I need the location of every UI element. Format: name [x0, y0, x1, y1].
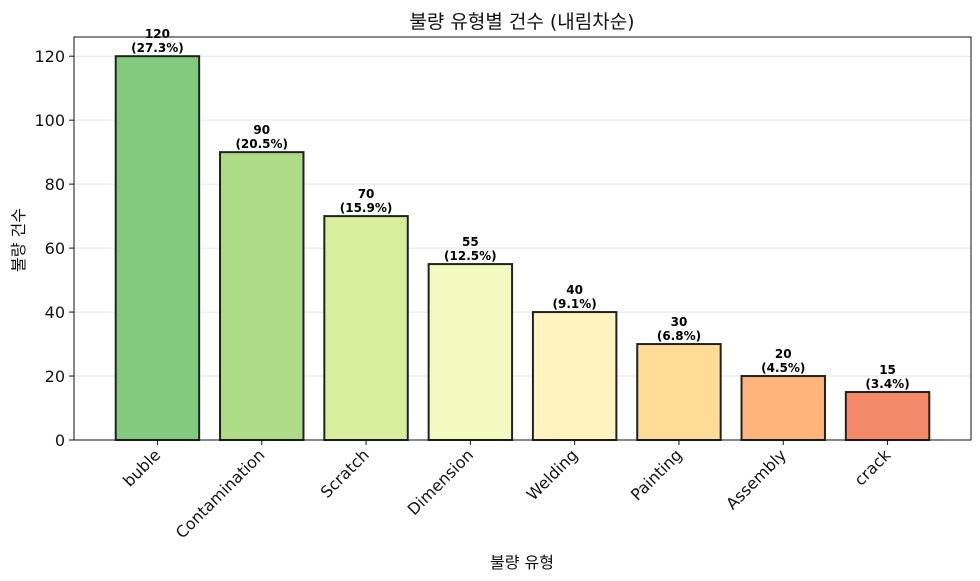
y-tick-label-0: 0: [55, 431, 65, 450]
value-label-6: 20: [775, 347, 792, 361]
bar-assembly: [740, 375, 826, 441]
bar-welding: [531, 311, 618, 442]
bar-crack: [844, 391, 931, 441]
percent-label-3: (12.5%): [444, 249, 497, 263]
y-tick-label-6: 120: [34, 47, 65, 66]
value-label-7: 15: [879, 363, 896, 377]
bar-painting: [636, 343, 722, 441]
value-label-3: 55: [462, 235, 479, 249]
y-tick-label-3: 60: [45, 239, 65, 258]
value-label-0: 120: [145, 27, 170, 41]
x-tick-label-2: Scratch: [317, 445, 373, 501]
y-tick-label-4: 80: [45, 175, 65, 194]
value-label-1: 90: [253, 123, 270, 137]
y-tick-label-2: 40: [45, 303, 65, 322]
data-labels: 120(27.3%)90(20.5%)70(15.9%)55(12.5%)40(…: [131, 27, 910, 391]
x-axis-ticks: buble Contamination Scratch Dimension Weldin…: [119, 440, 895, 542]
percent-label-4: (9.1%): [553, 297, 597, 311]
x-axis-label: 불량 유형: [490, 553, 554, 572]
bar-scratch: [323, 215, 409, 441]
percent-label-5: (6.8%): [657, 329, 701, 343]
value-label-5: 30: [671, 315, 688, 329]
value-label-2: 70: [358, 187, 375, 201]
y-axis-ticks: 0 20 40 60 80 100 120: [34, 47, 74, 450]
gridlines: [74, 55, 971, 377]
x-tick-label-4: Welding: [523, 445, 582, 504]
x-tick-label-0: buble: [119, 445, 164, 490]
x-tick-label-6: Assembly: [722, 445, 790, 513]
percent-label-2: (15.9%): [340, 201, 393, 215]
bar-buble: [114, 55, 201, 441]
value-label-4: 40: [566, 283, 583, 297]
percent-label-7: (3.4%): [865, 377, 909, 391]
x-tick-label-5: Painting: [627, 445, 686, 504]
percent-label-0: (27.3%): [131, 41, 184, 55]
chart-title: 불량 유형별 건수 (내림차순): [409, 11, 634, 33]
y-tick-label-1: 20: [45, 367, 65, 386]
y-tick-label-5: 100: [34, 111, 65, 130]
bar-dimension: [427, 263, 514, 442]
x-tick-label-3: Dimension: [404, 445, 478, 519]
bar-contamination: [219, 151, 305, 441]
percent-label-6: (4.5%): [761, 361, 805, 375]
x-tick-label-1: Contamination: [172, 445, 269, 542]
bars: [114, 55, 931, 442]
plot-frame: [73, 36, 972, 441]
y-axis-label: 불량 건수: [9, 208, 28, 272]
percent-label-1: (20.5%): [235, 137, 288, 151]
x-tick-label-7: crack: [850, 445, 895, 490]
